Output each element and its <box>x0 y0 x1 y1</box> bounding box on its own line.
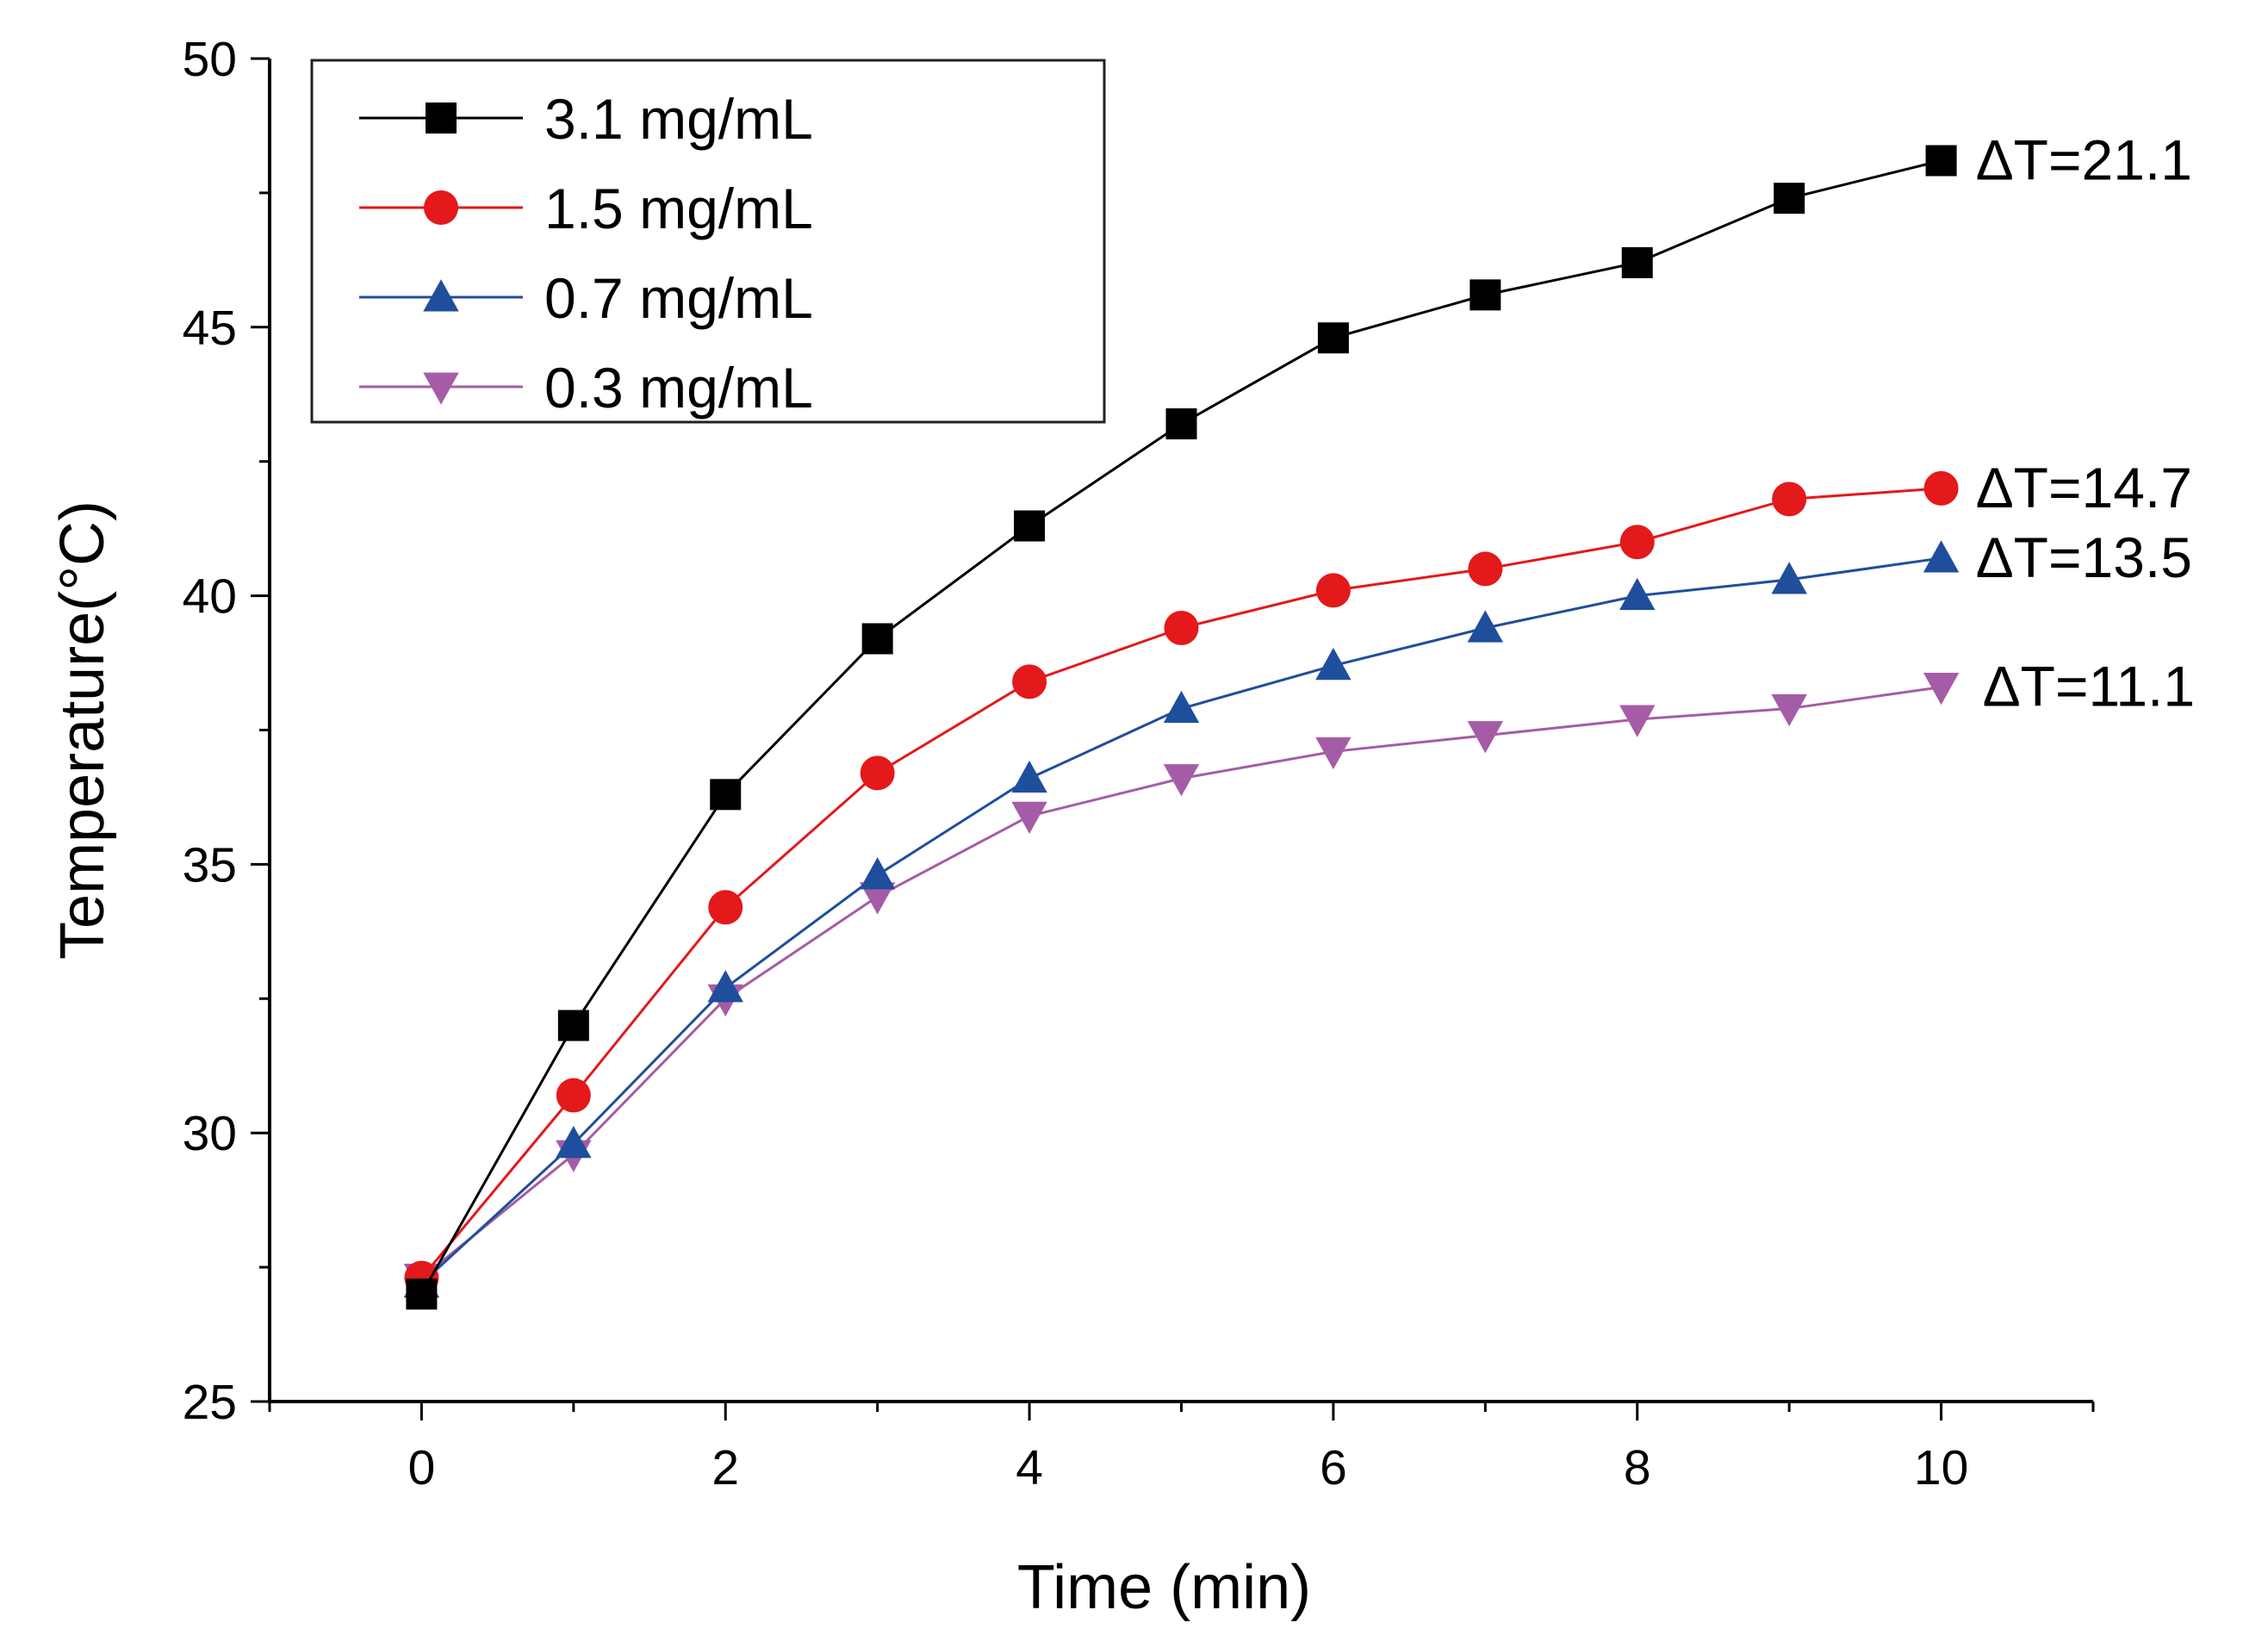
data-point <box>708 890 743 925</box>
data-point <box>1619 525 1655 560</box>
data-point <box>1923 540 1960 573</box>
data-point <box>1925 145 1957 177</box>
axes: 25 30 35 40 45 50 0 2 4 6 8 10 Time (min) Temperature… <box>48 32 2095 1622</box>
legend-item: 1.5 mg/mL <box>359 177 813 240</box>
y-tick-label: 25 <box>183 1375 237 1430</box>
data-point <box>859 882 896 915</box>
y-axis-title: Temperature(°C) <box>48 500 117 960</box>
legend-marker <box>423 279 459 312</box>
x-tick-label: 8 <box>1624 1440 1651 1495</box>
x-tick-label: 0 <box>408 1440 436 1495</box>
legend-item: 0.7 mg/mL <box>359 266 813 330</box>
data-point <box>1772 482 1807 517</box>
legend: 3.1 mg/mL 1.5 mg/mL 0.7 mg/mL 0.3 mg/mL <box>310 59 1106 424</box>
data-point <box>707 970 743 1003</box>
data-point <box>1315 573 1351 608</box>
x-tick-label: 2 <box>711 1440 739 1495</box>
data-point <box>1011 801 1047 834</box>
y-tick-label: 40 <box>183 569 237 625</box>
series-3-1-mg-mL <box>406 145 1957 1310</box>
data-point <box>1771 562 1807 594</box>
y-tick-label: 30 <box>183 1106 237 1161</box>
data-point <box>1315 737 1351 770</box>
series-line <box>420 487 1942 1279</box>
data-point <box>1467 610 1504 643</box>
data-point <box>1315 647 1351 681</box>
annotation-layer: ΔT=11.1 ΔT=13.5ΔT=14.7 ΔT=21.1 <box>1976 127 2196 718</box>
legend-label: 1.5 mg/mL <box>544 177 813 240</box>
legend-item: 3.1 mg/mL <box>359 87 813 151</box>
data-point <box>1163 690 1200 724</box>
x-tick-label: 10 <box>1914 1440 1968 1495</box>
series-layer <box>403 145 1960 1310</box>
data-point <box>1771 693 1807 727</box>
series-0-7-mg-mL <box>403 540 1960 1298</box>
data-point <box>1619 705 1656 737</box>
data-point <box>1468 551 1503 587</box>
legend-label: 3.1 mg/mL <box>544 87 813 151</box>
delta-t-label: ΔT=11.1 <box>1983 655 2196 718</box>
data-point <box>1011 760 1047 793</box>
y-tick-label: 45 <box>183 301 237 356</box>
data-point <box>1014 510 1046 542</box>
data-point <box>557 1010 589 1041</box>
legend-marker <box>423 372 459 405</box>
series-0-3-mg-mL <box>403 673 1960 1296</box>
x-tick-label: 4 <box>1016 1440 1043 1495</box>
data-point <box>1012 664 1047 699</box>
delta-t-label: ΔT=21.1 <box>1976 127 2192 191</box>
data-point <box>710 779 742 811</box>
data-point <box>860 755 895 791</box>
series-line <box>420 556 1942 1284</box>
legend-label: 0.3 mg/mL <box>544 356 813 420</box>
data-point <box>556 1125 592 1159</box>
legend-label: 0.7 mg/mL <box>544 266 813 330</box>
data-point <box>859 857 896 890</box>
data-point <box>406 1278 438 1310</box>
x-tick-label: 6 <box>1320 1440 1347 1495</box>
legend-marker <box>424 190 458 225</box>
data-point <box>1619 577 1656 611</box>
data-point <box>1774 183 1805 214</box>
series-1-5-mg-mL <box>404 470 1959 1296</box>
data-point <box>556 1078 591 1113</box>
data-point <box>861 623 893 655</box>
data-point <box>1467 721 1504 754</box>
y-tick-label: 35 <box>183 837 237 892</box>
y-tick-label: 50 <box>183 32 237 87</box>
data-point <box>1621 246 1653 278</box>
data-point <box>1923 673 1960 706</box>
delta-t-label: ΔT=14.7 <box>1976 456 2192 519</box>
data-point <box>1164 611 1199 646</box>
legend-marker <box>426 103 457 134</box>
delta-t-label: ΔT=13.5 <box>1976 525 2192 589</box>
data-point <box>1470 279 1501 311</box>
data-point <box>1923 470 1959 506</box>
x-axis-title: Time (min) <box>1017 1553 1311 1622</box>
data-point <box>1165 408 1197 440</box>
data-point <box>1163 764 1200 797</box>
legend-item: 0.3 mg/mL <box>359 356 813 420</box>
data-point <box>1317 322 1349 354</box>
